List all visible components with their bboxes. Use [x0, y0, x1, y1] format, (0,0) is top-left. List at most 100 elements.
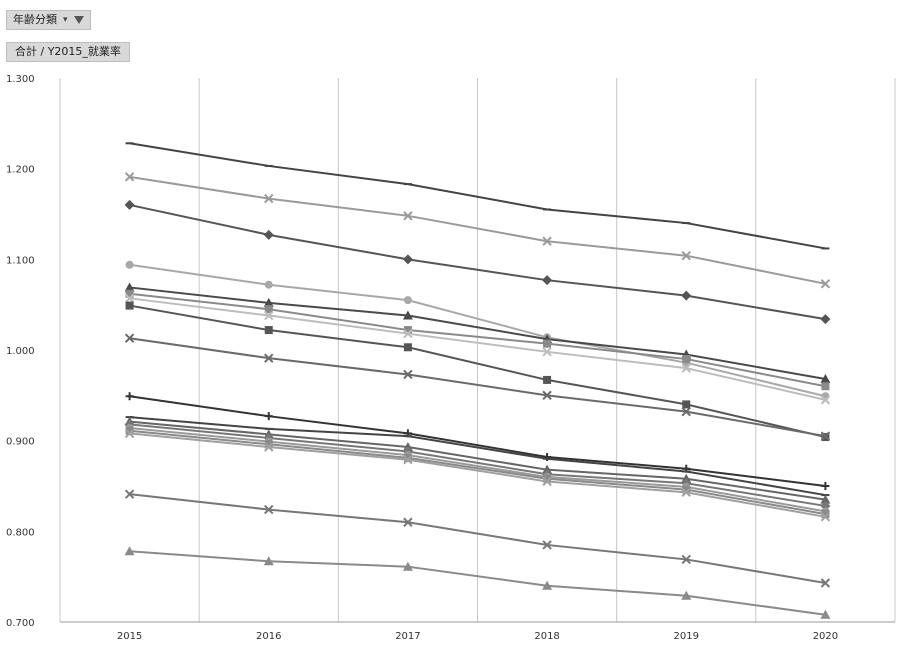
data-point: [124, 489, 135, 499]
data-point: [264, 412, 273, 421]
series-path: [129, 423, 826, 507]
data-point: [125, 426, 134, 435]
data-point: [264, 280, 273, 289]
data-point: [403, 211, 413, 221]
y-tick-label: 1.000: [6, 346, 35, 357]
value-field-button[interactable]: 合計 / Y2015_就業率: [6, 42, 130, 62]
x-tick-label: 2019: [674, 631, 699, 642]
data-point: [820, 374, 831, 384]
data-point: [542, 347, 552, 357]
series-path: [129, 395, 826, 487]
grid-lines: [59, 78, 896, 622]
data-point: [403, 296, 412, 305]
filter-button[interactable]: 年齢分類 ▾: [6, 10, 91, 30]
data-point: [820, 512, 831, 522]
data-point: [264, 326, 273, 335]
data-point: [820, 279, 831, 289]
data-point: [402, 310, 413, 320]
data-point: [681, 590, 692, 600]
data-point: [820, 578, 831, 588]
data-point: [124, 282, 135, 292]
filter-label: 年齢分類: [13, 13, 57, 26]
data-point: [682, 355, 691, 364]
data-point: [682, 400, 691, 409]
data-point: [682, 485, 691, 494]
data-point: [681, 290, 692, 301]
series-path: [129, 432, 826, 518]
data-point: [264, 353, 274, 363]
data-point: [264, 442, 274, 452]
data-point: [125, 392, 134, 401]
y-tick-label: 1.300: [6, 74, 35, 85]
data-point: [820, 609, 831, 619]
y-tick-label: 0.900: [6, 437, 35, 448]
data-point: [124, 293, 135, 304]
y-tick-label: 0.800: [6, 527, 35, 538]
data-point: [820, 494, 831, 504]
data-point: [821, 510, 830, 519]
data-point: [820, 314, 831, 325]
data-point: [125, 260, 134, 269]
series-line: [125, 142, 830, 250]
series-path: [129, 203, 826, 321]
series-path: [129, 426, 826, 513]
series-path: [129, 304, 826, 439]
data-point: [681, 473, 692, 483]
axes: 0.700 0.800 0.900 1.000 1.100 1.200 1.300 2015 2…: [6, 74, 895, 642]
data-point: [125, 289, 134, 298]
data-point: [402, 442, 413, 452]
data-point: [681, 250, 691, 261]
series-path: [129, 550, 826, 616]
series-path: [129, 416, 826, 497]
x-tick-label: 2016: [256, 631, 281, 642]
series-line: [125, 289, 830, 391]
data-point: [542, 464, 553, 474]
data-point: [403, 453, 412, 462]
data-point: [263, 229, 274, 240]
data-point: [542, 275, 553, 286]
chevron-down-icon[interactable]: ▾: [63, 15, 68, 25]
data-point: [543, 375, 552, 384]
series-line: [124, 428, 831, 522]
series-line: [125, 426, 830, 519]
series-path: [129, 263, 826, 398]
series-path: [129, 337, 826, 438]
x-tick-label: 2020: [813, 631, 838, 642]
data-point: [403, 343, 412, 352]
data-point: [403, 328, 413, 339]
data-point: [542, 236, 552, 246]
funnel-icon[interactable]: [73, 16, 84, 24]
data-point: [821, 482, 830, 490]
data-point: [264, 305, 273, 314]
x-tick-label: 2017: [395, 631, 420, 642]
data-point: [403, 454, 413, 465]
data-point: [124, 199, 135, 210]
data-point: [681, 554, 691, 565]
series-line: [124, 172, 831, 289]
series-line: [124, 333, 831, 441]
y-tick-label: 1.200: [6, 165, 35, 176]
data-point: [263, 297, 274, 307]
data-point: [124, 428, 135, 439]
data-point: [125, 301, 134, 310]
data-point: [542, 390, 552, 401]
series-line: [124, 489, 831, 588]
series-layer: [124, 142, 831, 619]
data-point: [542, 540, 552, 550]
series-path: [129, 429, 826, 516]
series-line: [124, 293, 831, 405]
series-path: [129, 175, 826, 285]
data-point: [124, 546, 135, 556]
data-point: [264, 440, 273, 449]
series-path: [129, 286, 826, 380]
series-path: [129, 292, 826, 388]
series-line: [125, 392, 830, 490]
x-tick-label: 2018: [534, 631, 559, 642]
series-path: [129, 493, 826, 584]
x-tick-label: 2015: [117, 631, 142, 642]
data-point: [403, 369, 413, 380]
data-point: [820, 431, 831, 441]
series-line: [124, 199, 831, 325]
data-point: [403, 517, 413, 527]
